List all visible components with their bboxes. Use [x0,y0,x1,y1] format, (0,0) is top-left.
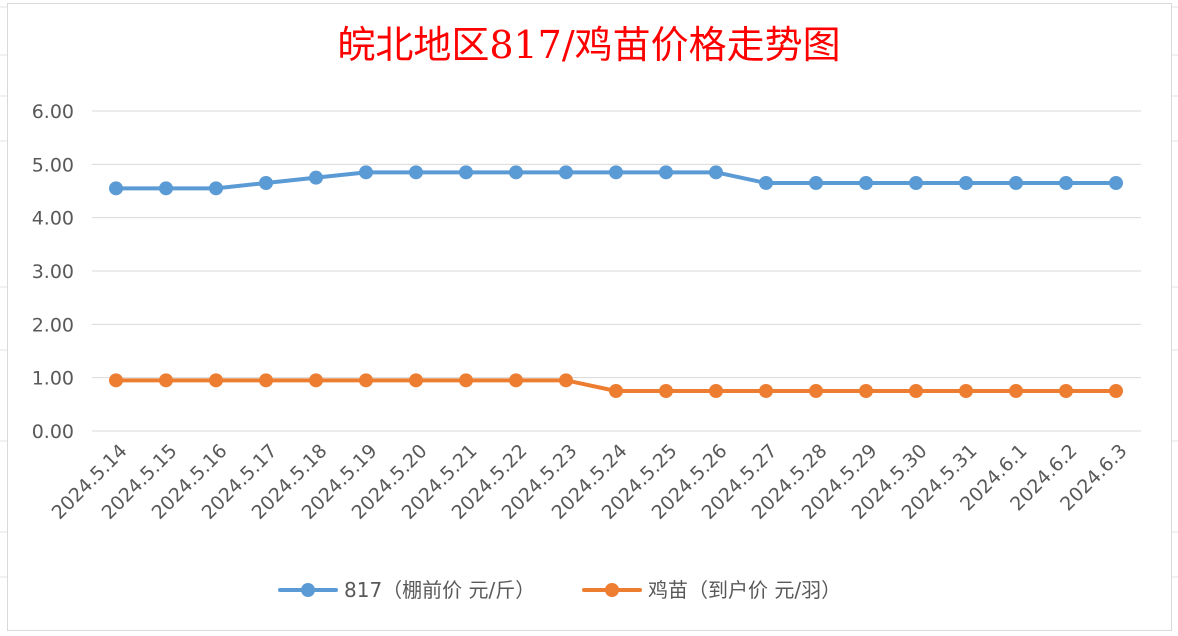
legend-label: 鸡苗（到户价 元/羽） [648,578,841,602]
chart-title: 皖北地区817/鸡苗价格走势图 [337,23,841,67]
data-point [259,176,273,190]
data-point [159,181,173,196]
data-point [1109,176,1123,190]
data-point [1009,176,1023,190]
data-point [1009,384,1023,398]
y-tick-label: 0.00 [32,421,74,443]
data-point [159,373,173,388]
data-point [559,373,573,388]
legend-swatch-marker [605,583,619,597]
y-tick-label: 2.00 [32,314,74,336]
y-tick-label: 5.00 [32,154,74,176]
data-point [459,373,473,388]
data-point [909,384,923,398]
data-point [959,176,973,190]
legend-swatch-marker [301,583,315,597]
data-point [509,165,523,180]
data-point [409,373,423,388]
data-point [709,165,723,180]
data-point [109,181,123,196]
data-point [259,373,273,388]
data-point [659,165,673,180]
data-point [1059,384,1073,398]
chart-area[interactable] [7,3,1172,631]
data-point [409,165,423,180]
data-point [309,373,323,388]
data-point [609,165,623,180]
data-point [109,373,123,388]
data-point [659,384,673,398]
y-tick-label: 4.00 [32,208,74,230]
data-point [359,373,373,388]
data-point [1059,176,1073,190]
data-point [609,384,623,398]
data-point [909,176,923,190]
data-point [309,170,323,185]
data-point [859,176,873,190]
data-point [509,373,523,388]
y-tick-label: 1.00 [32,368,74,390]
legend-label: 817（棚前价 元/斤） [344,578,535,602]
data-point [459,165,473,180]
y-tick-label: 3.00 [32,261,74,283]
data-point [859,384,873,398]
data-point [959,384,973,398]
data-point [759,176,773,190]
data-point [759,384,773,398]
data-point [209,373,223,388]
data-point [809,384,823,398]
data-point [809,176,823,190]
y-tick-label: 6.00 [32,101,74,123]
data-point [559,165,573,180]
data-point [709,384,723,398]
data-point [1109,384,1123,398]
data-point [209,181,223,196]
data-point [359,165,373,180]
